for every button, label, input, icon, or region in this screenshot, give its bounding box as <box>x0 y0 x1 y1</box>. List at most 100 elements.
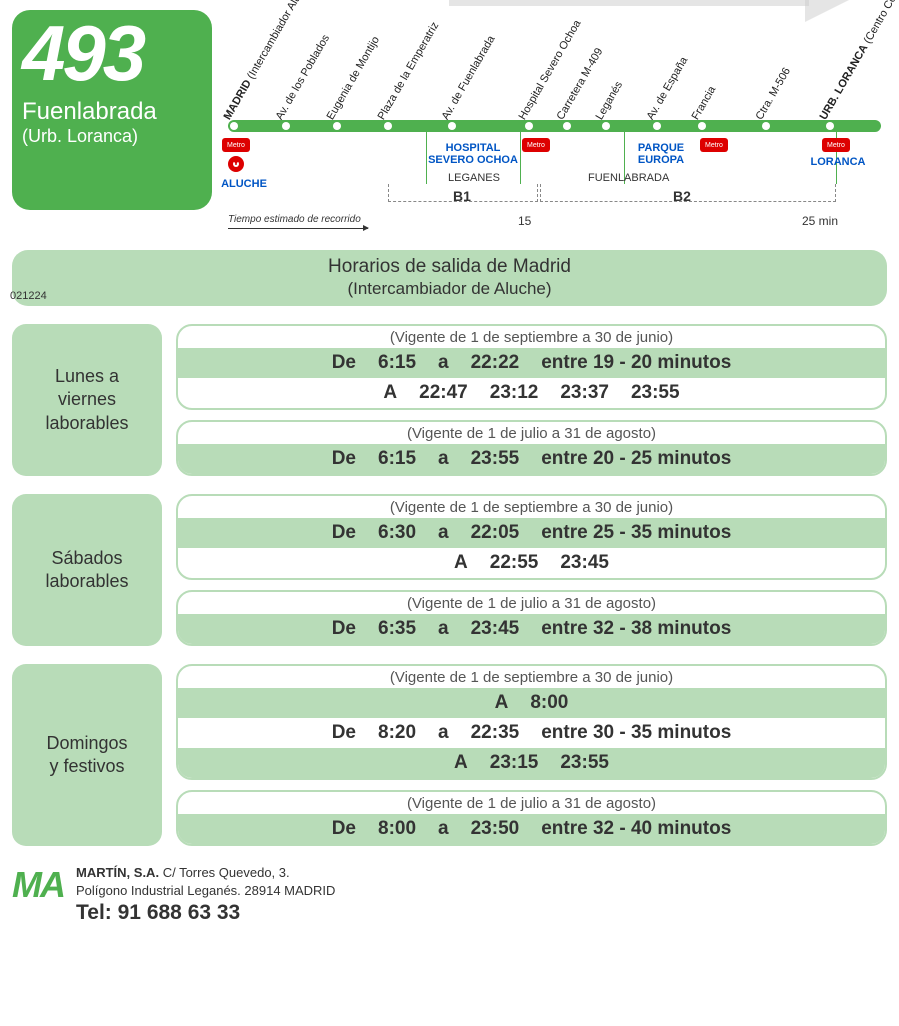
route-number: 493 <box>22 18 202 88</box>
stop-dot <box>282 122 290 130</box>
header: 493 Fuenlabrada (Urb. Loranca) MADRID (I… <box>0 0 899 242</box>
schedule-row: A22:5523:45 <box>178 548 885 578</box>
stop-dot <box>826 122 834 130</box>
schedule-cell: A <box>383 382 397 404</box>
route-destination: Fuenlabrada <box>22 98 202 126</box>
schedule-row: De 6:15 a 23:55 entre 20 - 25 minutos <box>178 444 885 474</box>
stop-dot <box>448 122 456 130</box>
stop-dot <box>602 122 610 130</box>
schedule-cell: 23:55 <box>631 382 680 404</box>
valid-range: (Vigente de 1 de julio a 31 de agosto) <box>178 422 885 444</box>
schedule-cell: A <box>454 552 468 574</box>
stop-label: MADRID (Intercambiador Aluche) <box>222 0 314 122</box>
schedule-block: (Vigente de 1 de julio a 31 de agosto)De… <box>176 590 887 646</box>
stop-dot <box>762 122 770 130</box>
schedule-cell: 8:00 <box>378 818 416 840</box>
schedule-cell: 23:55 <box>471 448 520 470</box>
stop-label: Ctra. M-506 <box>753 66 792 122</box>
stop-label: Francia <box>689 84 718 122</box>
zone-b1: B1 <box>453 188 471 204</box>
stop-labels: MADRID (Intercambiador Aluche)Av. de los… <box>222 10 887 130</box>
stop-dot <box>698 122 706 130</box>
valid-range: (Vigente de 1 de septiembre a 30 de juni… <box>178 326 885 348</box>
time-est-1: 15 <box>518 214 531 228</box>
schedule-body: Lunes aviernes laborables(Vigente de 1 d… <box>0 324 899 850</box>
metro-icon: Metro <box>222 138 250 152</box>
zone-divider <box>426 132 427 184</box>
stop-dot <box>230 122 238 130</box>
period-blocks: (Vigente de 1 de septiembre a 30 de juni… <box>176 664 887 846</box>
schedule-cell: De <box>332 448 356 470</box>
schedule-cell: 6:15 <box>378 448 416 470</box>
stop-label: Av. de los Poblados <box>273 33 332 122</box>
metro-icon: Metro <box>700 138 728 152</box>
schedule-cell: 23:45 <box>560 552 609 574</box>
metro-icon: Metro <box>522 138 550 152</box>
company-addr2: Polígono Industrial Leganés. 28914 MADRI… <box>76 883 335 898</box>
zone-leganes: LEGANES <box>448 172 500 184</box>
schedule-cell: a <box>438 618 449 640</box>
footer: MA MARTÍN, S.A. C/ Torres Quevedo, 3. Po… <box>0 850 899 937</box>
below-line-annotations: Metro ALUCHE HOSPITAL SEVERO OCHOA Metro… <box>228 136 881 236</box>
stop-dot <box>525 122 533 130</box>
valid-range: (Vigente de 1 de julio a 31 de agosto) <box>178 792 885 814</box>
route-destination-sub: (Urb. Loranca) <box>22 126 202 147</box>
schedule-block: (Vigente de 1 de julio a 31 de agosto)De… <box>176 420 887 476</box>
footer-text: MARTÍN, S.A. C/ Torres Quevedo, 3. Políg… <box>76 864 335 927</box>
schedule-row: De6:30a22:05entre 25 - 35 minutos <box>178 518 885 548</box>
schedule-cell: entre 30 - 35 minutos <box>541 722 731 744</box>
stop-label: URB. LORANCA (Centro Comercial) <box>817 0 899 122</box>
stop-label: Plaza de la Emperatriz <box>376 20 442 122</box>
schedule-row: A 22:47 23:12 23:37 23:55 <box>178 378 885 408</box>
schedule-block: (Vigente de 1 de septiembre a 30 de juni… <box>176 324 887 410</box>
schedule-block: (Vigente de 1 de julio a 31 de agosto)De… <box>176 790 887 846</box>
period-label: Domingosy festivos <box>12 664 162 846</box>
stop-dot <box>333 122 341 130</box>
schedule-cell: 6:15 <box>378 352 416 374</box>
schedule-block: (Vigente de 1 de septiembre a 30 de juni… <box>176 494 887 580</box>
schedule-title-bar: 021224 Horarios de salida de Madrid (Int… <box>12 250 887 306</box>
time-arrow <box>228 228 368 229</box>
schedule-cell: De <box>332 618 356 640</box>
station-loranca: LORANCA <box>808 156 868 168</box>
stop-dot <box>563 122 571 130</box>
schedule-row: De6:35a23:45entre 32 - 38 minutos <box>178 614 885 644</box>
schedule-cell: 23:45 <box>471 618 520 640</box>
schedule-row: A8:00 <box>178 688 885 718</box>
schedule-cell: 22:35 <box>471 722 520 744</box>
bus-icon <box>228 156 244 172</box>
schedule-block: (Vigente de 1 de septiembre a 30 de juni… <box>176 664 887 780</box>
schedule-row: De8:00a23:50entre 32 - 40 minutos <box>178 814 885 844</box>
schedule-cell: a <box>438 522 449 544</box>
metro-icon: Metro <box>822 138 850 152</box>
schedule-cell: 22:22 <box>471 352 520 374</box>
schedule-cell: 6:30 <box>378 522 416 544</box>
time-est-2: 25 min <box>802 214 838 228</box>
route-badge: 493 Fuenlabrada (Urb. Loranca) <box>12 10 212 210</box>
stop-dot <box>653 122 661 130</box>
schedule-cell: entre 32 - 38 minutos <box>541 618 731 640</box>
station-hospital: HOSPITAL SEVERO OCHOA <box>428 142 518 166</box>
schedule-title: Horarios de salida de Madrid <box>328 256 571 277</box>
schedule-cell: entre 32 - 40 minutos <box>541 818 731 840</box>
schedule-row: De8:20a22:35entre 30 - 35 minutos <box>178 718 885 748</box>
schedule-cell: a <box>438 818 449 840</box>
schedule-cell: 23:12 <box>490 382 539 404</box>
company-addr1: C/ Torres Quevedo, 3. <box>163 865 290 880</box>
route-line <box>228 120 881 132</box>
valid-range: (Vigente de 1 de septiembre a 30 de juni… <box>178 666 885 688</box>
schedule-cell: 22:47 <box>419 382 468 404</box>
station-parque: PARQUE EUROPA <box>626 142 696 166</box>
period-label: Lunes aviernes laborables <box>12 324 162 476</box>
tel-label: Tel: <box>76 901 112 924</box>
schedule-cell: 23:37 <box>560 382 609 404</box>
schedule-cell: 8:00 <box>530 692 568 714</box>
stop-label: Leganés <box>593 79 625 122</box>
schedule-cell: a <box>438 448 449 470</box>
schedule-period: Domingosy festivos (Vigente de 1 de septi… <box>12 664 887 846</box>
period-blocks: (Vigente de 1 de septiembre a 30 de juni… <box>176 324 887 476</box>
stop-dot <box>384 122 392 130</box>
zone-b2: B2 <box>673 188 691 204</box>
tel-number: 91 688 63 33 <box>118 901 241 924</box>
schedule-cell: entre 20 - 25 minutos <box>541 448 731 470</box>
